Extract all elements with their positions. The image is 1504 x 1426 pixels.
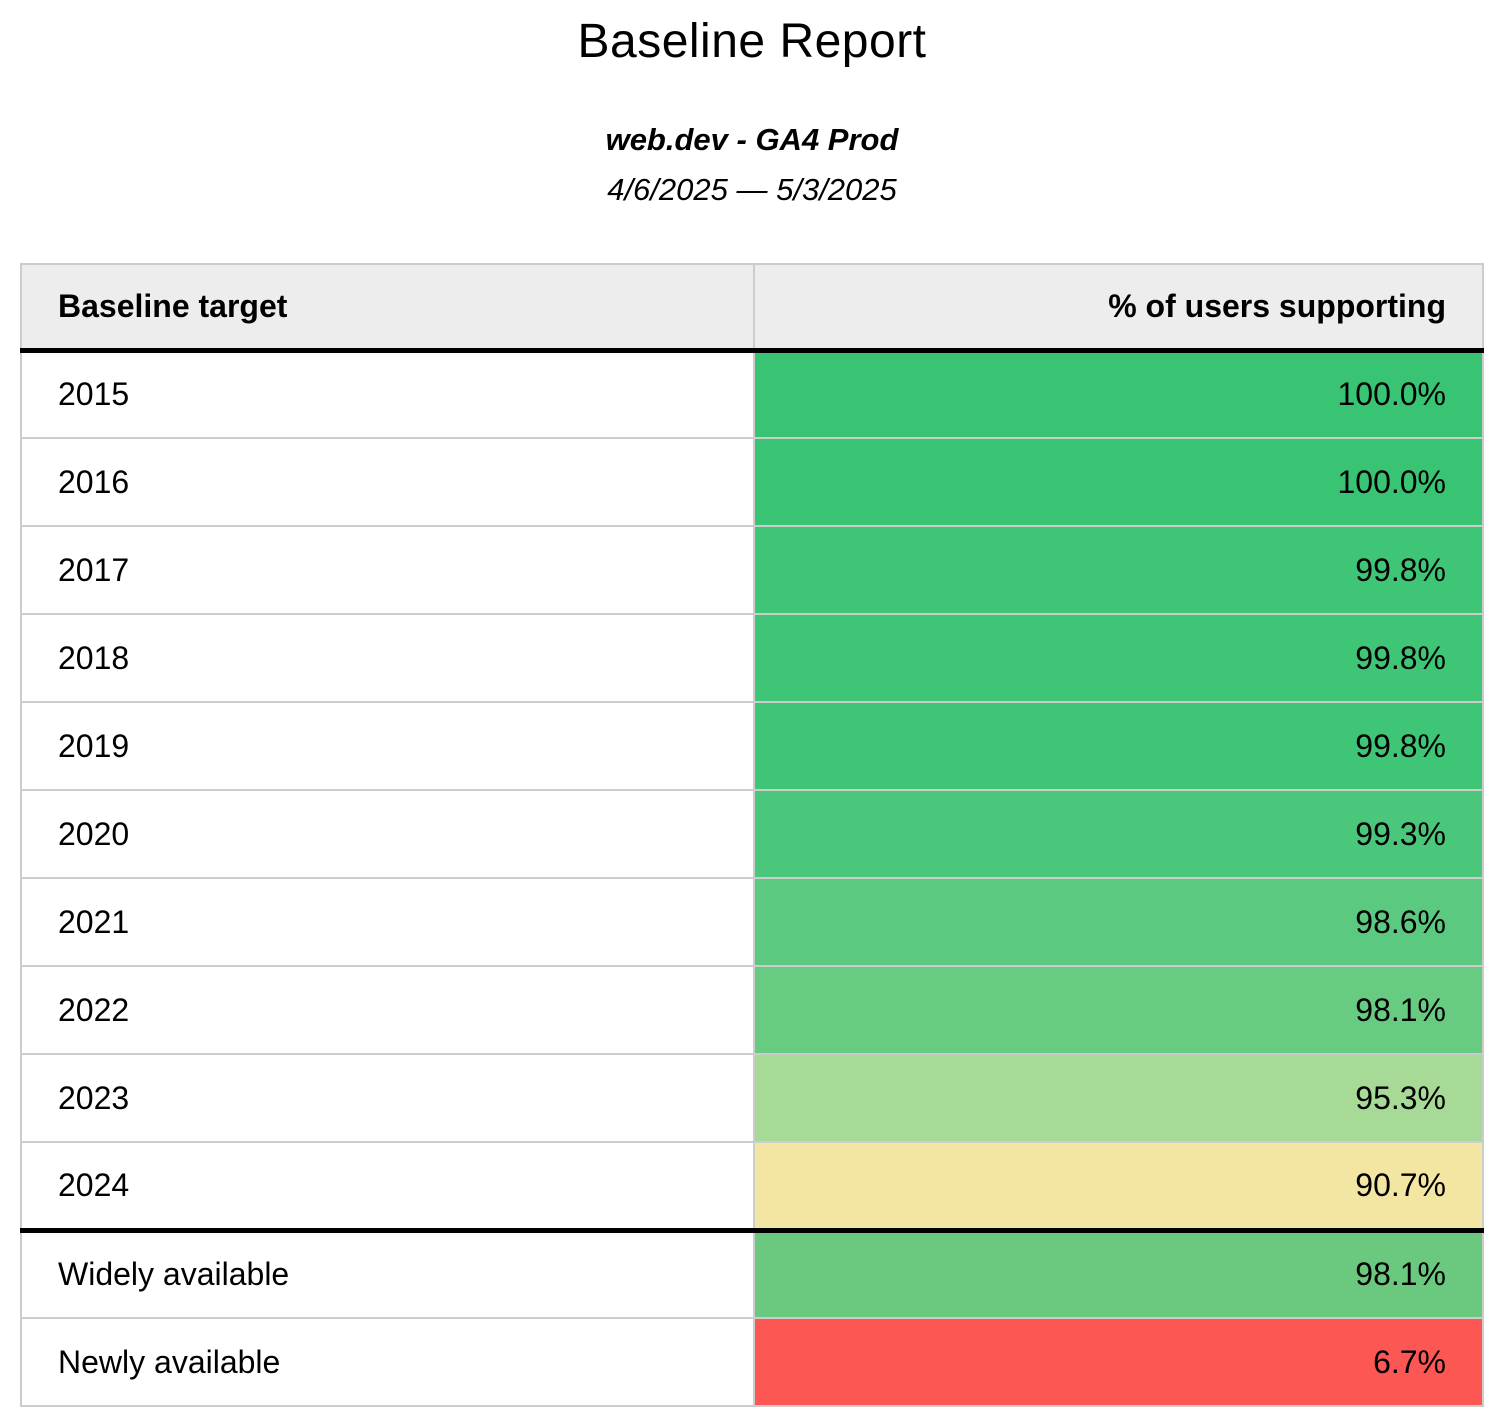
table-row: 2022 98.1%	[20, 965, 1484, 1056]
table-row: 2021 98.6%	[20, 877, 1484, 968]
row-value-cell: 99.8%	[753, 701, 1484, 792]
table-row: 2023 95.3%	[20, 1053, 1484, 1144]
row-value-cell: 99.3%	[753, 789, 1484, 880]
row-label-cell: 2024	[20, 1141, 755, 1233]
report-source: web.dev - GA4 Prod	[605, 121, 899, 157]
row-label-cell: 2018	[20, 613, 755, 704]
row-value-cell: 100.0%	[753, 349, 1484, 440]
column-header-baseline-target: Baseline target	[20, 263, 755, 353]
row-label-cell: 2021	[20, 877, 755, 968]
column-header-percent-supporting: % of users supporting	[753, 263, 1484, 353]
table-row: 2019 99.8%	[20, 701, 1484, 792]
row-label-cell: 2020	[20, 789, 755, 880]
table-row: Newly available 6.7%	[20, 1317, 1484, 1408]
row-value-cell: 99.8%	[753, 613, 1484, 704]
row-value-cell: 99.8%	[753, 525, 1484, 616]
row-value-cell: 100.0%	[753, 437, 1484, 528]
row-value-cell: 6.7%	[753, 1317, 1484, 1408]
report-header: Baseline Report web.dev - GA4 Prod 4/6/2…	[0, 0, 1504, 208]
table-row: 2016 100.0%	[20, 437, 1484, 528]
table-row: 2024 90.7%	[20, 1141, 1484, 1233]
row-value-cell: 90.7%	[753, 1141, 1484, 1233]
row-value-cell: 98.1%	[753, 965, 1484, 1056]
row-label-cell: Widely available	[20, 1229, 755, 1320]
table-row: 2018 99.8%	[20, 613, 1484, 704]
row-label-cell: 2019	[20, 701, 755, 792]
row-value-cell: 98.1%	[753, 1229, 1484, 1320]
table-row: 2020 99.3%	[20, 789, 1484, 880]
row-label-cell: 2015	[20, 349, 755, 440]
table-header: Baseline target % of users supporting	[20, 263, 1484, 353]
row-value-cell: 98.6%	[753, 877, 1484, 968]
baseline-table: Baseline target % of users supporting 20…	[20, 263, 1484, 1408]
row-label-cell: 2022	[20, 965, 755, 1056]
row-label-cell: 2023	[20, 1053, 755, 1144]
table-row: 2017 99.8%	[20, 525, 1484, 616]
table-row: 2015 100.0%	[20, 349, 1484, 440]
table-row: Widely available 98.1%	[20, 1229, 1484, 1320]
table-body: 2015 100.0% 2016 100.0% 2017 99.8% 2018 …	[20, 349, 1484, 1408]
header-row: Baseline target % of users supporting	[20, 263, 1484, 353]
page-title: Baseline Report	[577, 15, 927, 68]
row-label-cell: 2017	[20, 525, 755, 616]
row-label-cell: Newly available	[20, 1317, 755, 1408]
report-date-range: 4/6/2025 — 5/3/2025	[607, 171, 897, 207]
row-value-cell: 95.3%	[753, 1053, 1484, 1144]
row-label-cell: 2016	[20, 437, 755, 528]
